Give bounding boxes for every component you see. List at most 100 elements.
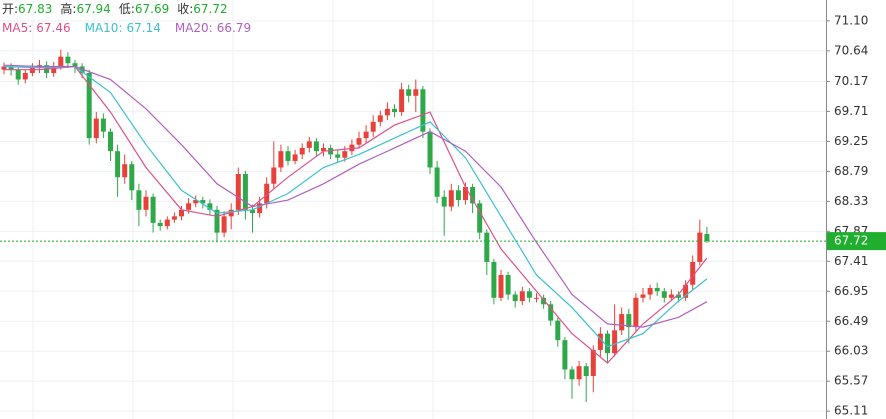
y-tick-label: 65.57 bbox=[834, 374, 868, 388]
plot bbox=[0, 49, 826, 403]
candle-body bbox=[342, 151, 348, 158]
candle-body bbox=[250, 209, 255, 214]
candle-body bbox=[86, 72, 92, 139]
candle-body bbox=[235, 173, 241, 210]
header-value: 67.83 bbox=[18, 2, 52, 16]
candle-body bbox=[583, 366, 589, 376]
candle-body bbox=[136, 190, 142, 210]
header-label: 高: bbox=[60, 1, 76, 16]
candle-body bbox=[569, 369, 575, 380]
header-label: 开: bbox=[2, 2, 18, 16]
candle-body bbox=[356, 138, 362, 145]
candle-body bbox=[257, 203, 263, 214]
candle-body bbox=[22, 72, 28, 80]
candle-body bbox=[519, 291, 525, 302]
candle-body bbox=[321, 147, 326, 152]
candle-body bbox=[299, 147, 305, 155]
candle-body bbox=[413, 89, 419, 96]
grid bbox=[0, 0, 826, 419]
candle-body bbox=[434, 167, 440, 197]
candle-body bbox=[406, 89, 412, 96]
candle-body bbox=[555, 320, 561, 341]
legend-label: MA20: bbox=[175, 21, 213, 35]
candle-body bbox=[242, 173, 248, 210]
candle-body bbox=[668, 294, 674, 298]
candle-body bbox=[427, 131, 433, 168]
legend-label: MA10: bbox=[85, 21, 123, 35]
candle-body bbox=[278, 151, 284, 168]
candle-body bbox=[228, 209, 234, 217]
candle-body bbox=[676, 294, 681, 298]
candle-body bbox=[214, 209, 220, 233]
legend-value: 66.79 bbox=[217, 21, 251, 35]
y-tick-label: 70.64 bbox=[834, 43, 868, 57]
last-price-label: 67.72 bbox=[834, 234, 868, 248]
candle-body bbox=[179, 209, 184, 217]
candle-body bbox=[455, 190, 461, 201]
y-axis-labels: 71.1070.6470.1769.7169.2568.7968.3367.87… bbox=[826, 13, 886, 418]
candle-body bbox=[548, 304, 554, 321]
header-label: 收: bbox=[177, 2, 193, 16]
y-tick-label: 66.03 bbox=[834, 344, 868, 358]
y-tick-label: 70.17 bbox=[834, 74, 868, 88]
candle-body bbox=[541, 297, 547, 305]
ohlc-header: 开:67.83 高:67.94 低:67.69 收:67.72 bbox=[2, 1, 228, 16]
candle-body bbox=[370, 121, 376, 132]
header-value: 67.69 bbox=[135, 2, 169, 16]
candle-body bbox=[143, 196, 149, 210]
candle-body bbox=[576, 366, 582, 380]
candle-body bbox=[8, 66, 14, 70]
candle-body bbox=[612, 330, 618, 354]
y-tick-label: 68.33 bbox=[834, 194, 868, 208]
ma-legend: MA5: 67.46 MA10: 67.14 MA20: 66.79 bbox=[2, 21, 251, 35]
header-label: 低: bbox=[119, 2, 135, 16]
candle-body bbox=[29, 67, 35, 73]
candle-body bbox=[150, 196, 156, 223]
legend-label: MA5: bbox=[2, 21, 32, 35]
candle-body bbox=[271, 167, 277, 184]
candle-body bbox=[93, 118, 99, 139]
candle-body bbox=[292, 154, 298, 161]
candle-body bbox=[640, 294, 646, 298]
candle-body bbox=[633, 297, 639, 328]
y-tick-label: 66.95 bbox=[834, 284, 868, 298]
candle-body bbox=[164, 219, 170, 227]
candle-body bbox=[647, 288, 653, 295]
candle-body bbox=[122, 164, 128, 178]
candle-body bbox=[207, 203, 213, 210]
y-tick-label: 66.49 bbox=[834, 314, 868, 328]
ma-line bbox=[3, 64, 708, 328]
candle-body bbox=[129, 164, 135, 191]
candle-body bbox=[363, 131, 369, 139]
candle-body bbox=[690, 261, 696, 285]
candle-body bbox=[526, 291, 532, 298]
y-tick-label: 68.79 bbox=[834, 164, 868, 178]
candle-body bbox=[484, 232, 490, 262]
legend-value: 67.14 bbox=[126, 21, 160, 35]
candle-body bbox=[619, 314, 625, 331]
candle-body bbox=[491, 261, 497, 298]
candle-body bbox=[157, 222, 163, 227]
candle-body bbox=[498, 274, 504, 298]
legend-value: 67.46 bbox=[36, 21, 70, 35]
candle-body bbox=[463, 187, 468, 201]
candle-body bbox=[349, 144, 355, 152]
candle-body bbox=[477, 203, 483, 233]
legend: 开:67.83 高:67.94 低:67.69 收:67.72 MA5: 67.46 MA1… bbox=[2, 1, 251, 35]
candle-body bbox=[15, 69, 21, 80]
candle-body bbox=[470, 187, 476, 204]
candle-body bbox=[697, 232, 703, 262]
candle-body bbox=[512, 294, 518, 302]
candle-body bbox=[448, 190, 454, 207]
candle-body bbox=[51, 66, 57, 73]
last-price-box bbox=[827, 232, 886, 251]
candle-body bbox=[505, 274, 511, 295]
candle-body bbox=[193, 200, 199, 204]
y-tick-label: 67.41 bbox=[834, 254, 868, 268]
header-value: 67.94 bbox=[76, 2, 110, 16]
header-value: 67.72 bbox=[193, 2, 227, 16]
candle-body bbox=[221, 216, 227, 233]
candle-body bbox=[186, 203, 192, 210]
candle-body bbox=[171, 216, 177, 220]
